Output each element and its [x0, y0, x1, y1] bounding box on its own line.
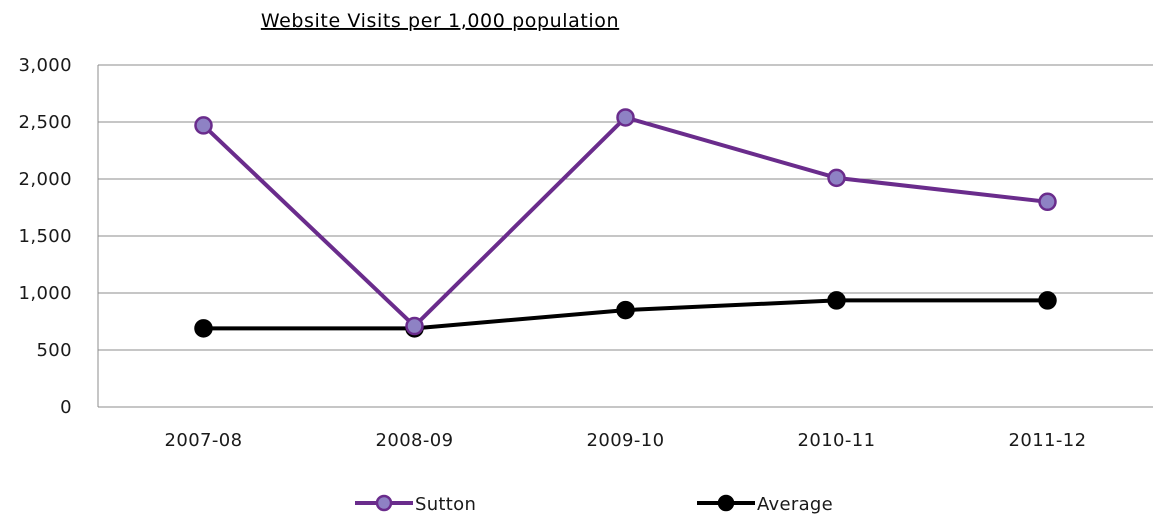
- legend-marker: [717, 494, 735, 512]
- legend: Sutton Average: [355, 494, 833, 515]
- y-tick-label: 1,500: [18, 226, 72, 247]
- y-tick-label: 2,000: [18, 169, 72, 190]
- data-point: [194, 319, 213, 338]
- x-tick-label: 2008-09: [375, 430, 453, 451]
- series-line: [202, 115, 1048, 329]
- y-axis: 0 500 1,000 1,500 2,000 2,500 3,000: [18, 55, 99, 418]
- y-tick-label: 500: [36, 340, 72, 361]
- data-point: [405, 316, 424, 336]
- x-tick-label: 2007-08: [164, 430, 242, 451]
- series-average: [194, 291, 1057, 338]
- y-tick-label: 1,000: [18, 283, 72, 304]
- x-tick-label: 2010-11: [797, 430, 875, 451]
- data-point: [616, 300, 635, 320]
- x-tick-label: 2011-12: [1008, 430, 1086, 451]
- legend-item-sutton: Sutton: [355, 494, 476, 515]
- legend-marker: [375, 494, 393, 512]
- data-point: [827, 168, 846, 188]
- series-sutton: [194, 108, 1057, 336]
- legend-item-average: Average: [697, 494, 833, 515]
- y-tick-label: 0: [60, 397, 72, 418]
- y-tick-label: 2,500: [18, 112, 72, 133]
- data-point: [616, 108, 635, 127]
- data-point: [194, 116, 213, 135]
- y-tick-label: 3,000: [18, 55, 72, 76]
- data-point: [1038, 291, 1057, 310]
- legend-label: Sutton: [415, 494, 476, 515]
- x-tick-label: 2009-10: [586, 430, 664, 451]
- legend-label: Average: [757, 494, 833, 515]
- x-axis: 2007-08 2008-09 2009-10 2010-11 2011-12: [98, 406, 1153, 451]
- data-point: [1038, 192, 1057, 212]
- series-layer: [194, 108, 1057, 338]
- chart-title: Website Visits per 1,000 population: [261, 10, 619, 32]
- data-point: [827, 291, 846, 310]
